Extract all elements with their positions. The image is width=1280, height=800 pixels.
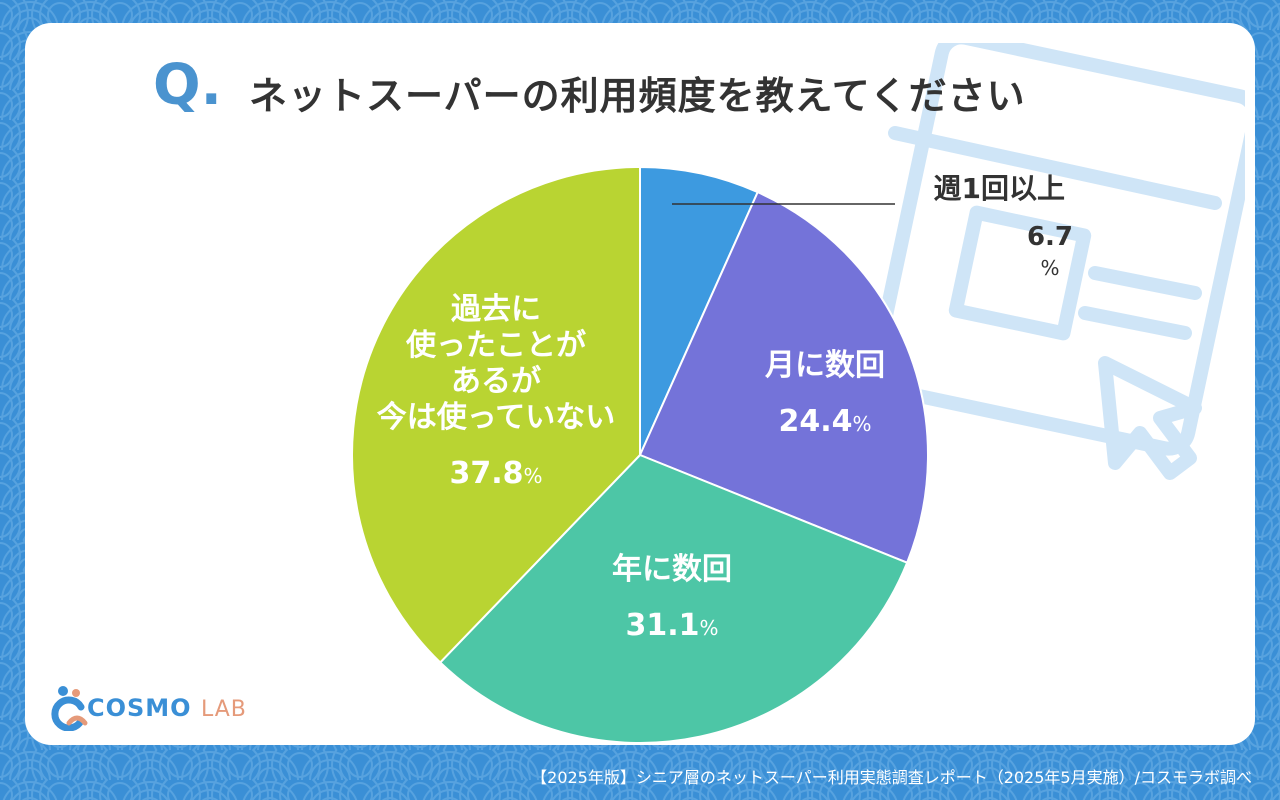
slice-label-1: 週1回以上 — [934, 172, 1065, 205]
logo-wordmark: COSMO LAB — [87, 694, 247, 722]
slice-value-1: 6.7% — [1027, 222, 1073, 280]
slice-value-2: 24.4% — [778, 404, 871, 439]
pie-slice-4 — [351, 165, 641, 664]
browser-cart-illustration — [867, 43, 1245, 480]
pie-slice-2 — [638, 190, 929, 565]
question-mark-label: Q. — [153, 53, 222, 118]
slice-label-4: 過去に使ったことがあるが今は使っていない — [377, 292, 616, 435]
question-title: ネットスーパーの利用頻度を教えてください — [249, 74, 1026, 118]
cosmo-lab-logo-icon — [51, 686, 88, 731]
pie-chart: 週1回以上 6.7 % 月に数回 24.4% 年に数回 31.1% 過去に使ったことがあるが今… — [351, 165, 1073, 744]
pie-slice-3 — [438, 453, 909, 744]
source-footer: 【2025年版】シニア層のネットスーパー利用実態調査レポート（2025年5月実施… — [531, 768, 1252, 787]
slice-label-2: 月に数回 — [765, 348, 885, 383]
chart-card: Q. ネットスーパーの利用頻度を教えてください 週1回以上 6.7% 月に数回 24.… — [25, 23, 1255, 745]
slice-value-4: 37.8% — [449, 456, 542, 491]
slice-value-3: 31.1% — [625, 608, 718, 643]
logo-lab-text: LAB — [200, 697, 247, 722]
pie-slice-1 — [639, 165, 760, 456]
slice-label-3: 年に数回 — [612, 552, 732, 587]
logo-cosmo-text: COSMO — [87, 694, 192, 722]
